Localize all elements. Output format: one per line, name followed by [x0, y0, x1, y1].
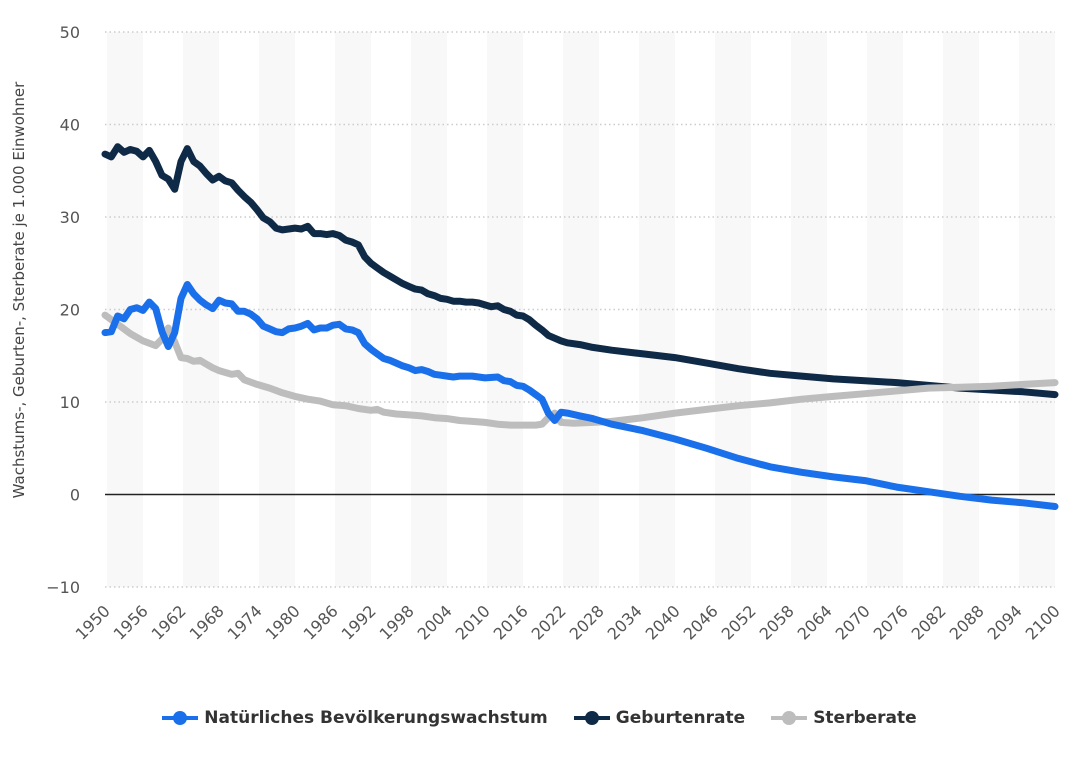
x-tick-label: 2022 [528, 601, 570, 643]
y-tick-label: 20 [60, 301, 80, 320]
x-tick-label: 2064 [794, 601, 836, 643]
y-tick-label: 50 [60, 23, 80, 42]
x-tick-label: 2028 [566, 601, 608, 643]
legend-label: Geburtenrate [615, 708, 746, 728]
legend-item-birth-rate[interactable]: Geburtenrate [573, 708, 746, 728]
background-band [639, 32, 675, 587]
x-tick-label: 1998 [376, 601, 418, 643]
legend-marker-icon [573, 711, 610, 725]
x-tick-label: 1992 [338, 601, 380, 643]
y-axis-label: Wachstums-, Geburten-, Sterberate je 1.0… [10, 81, 28, 499]
y-tick-label: 40 [60, 116, 80, 135]
legend-marker-icon [162, 711, 199, 725]
y-tick-label: −10 [46, 578, 80, 597]
x-tick-label: 2034 [604, 601, 646, 643]
x-tick-label: 2100 [1022, 601, 1064, 643]
legend-item-natural-growth[interactable]: Natürliches Bevölkerungswachstum [162, 708, 548, 728]
x-axis-ticks: 1950195619621968197419801986199219982004… [72, 601, 1064, 643]
legend-label: Natürliches Bevölkerungswachstum [204, 708, 548, 728]
x-tick-label: 2082 [908, 601, 950, 643]
x-tick-label: 1950 [72, 601, 114, 643]
series-line-nat-rliches-bev-lkerungswachstum[interactable] [101, 281, 1059, 510]
x-tick-label: 1956 [110, 601, 152, 643]
legend-item-death-rate[interactable]: Sterberate [771, 708, 917, 728]
legend: Natürliches Bevölkerungswachstum Geburte… [0, 708, 1079, 728]
x-tick-label: 1986 [300, 601, 342, 643]
x-tick-label: 2046 [680, 601, 722, 643]
x-tick-label: 1968 [186, 601, 228, 643]
y-axis-ticks: −10 0 10 20 30 40 50 [46, 23, 80, 597]
x-tick-label: 2076 [870, 601, 912, 643]
x-tick-label: 2052 [718, 601, 760, 643]
x-tick-label: 1980 [262, 601, 304, 643]
x-tick-label: 1974 [224, 601, 266, 643]
x-tick-label: 2088 [946, 601, 988, 643]
series-line-sterberate[interactable] [101, 311, 1059, 429]
x-tick-label: 2058 [756, 601, 798, 643]
x-tick-label: 2004 [414, 601, 456, 643]
x-tick-label: 1962 [148, 601, 190, 643]
background-band [563, 32, 599, 587]
y-tick-label: 10 [60, 393, 80, 412]
x-tick-label: 2016 [490, 601, 532, 643]
y-tick-label: 0 [70, 486, 80, 505]
y-tick-label: 30 [60, 208, 80, 227]
legend-marker-icon [771, 711, 808, 725]
x-tick-label: 2040 [642, 601, 684, 643]
background-band [715, 32, 751, 587]
series-line-geburtenrate[interactable] [101, 143, 1059, 399]
series-lines [101, 143, 1059, 510]
legend-label: Sterberate [813, 708, 917, 728]
x-tick-label: 2010 [452, 601, 494, 643]
x-tick-label: 2070 [832, 601, 874, 643]
x-tick-label: 2094 [984, 601, 1026, 643]
